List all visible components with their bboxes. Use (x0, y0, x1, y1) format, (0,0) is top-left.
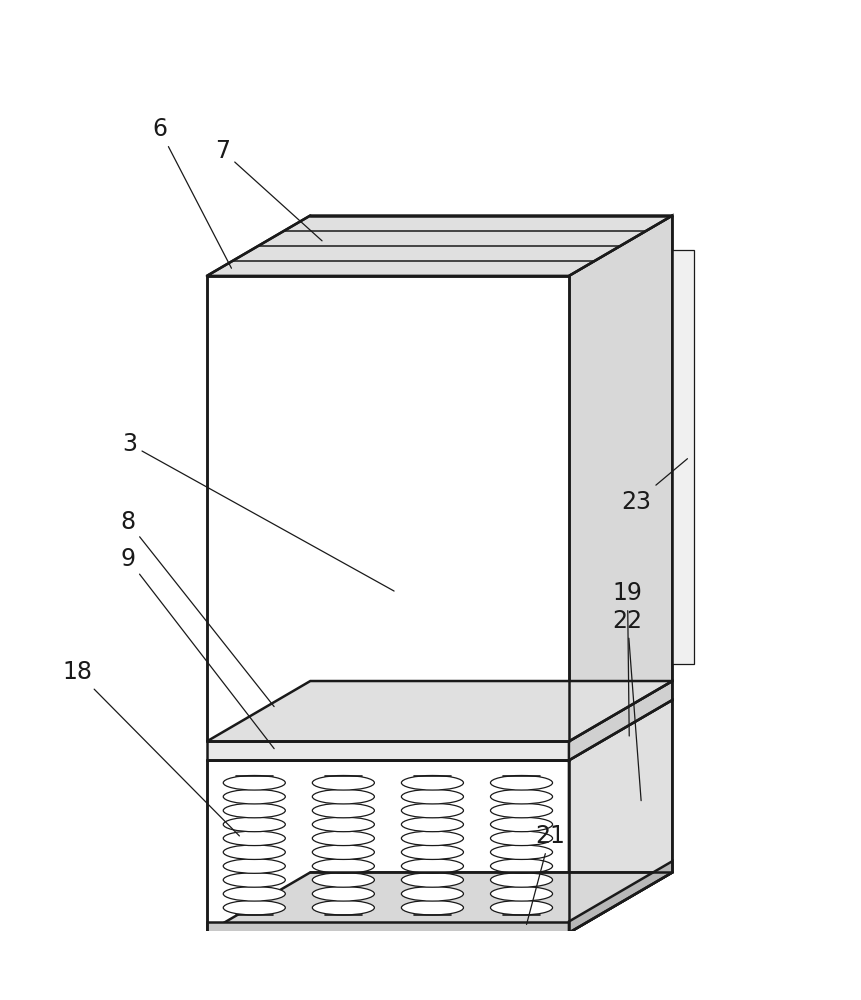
Ellipse shape (312, 859, 374, 873)
Ellipse shape (312, 789, 374, 804)
Ellipse shape (312, 873, 374, 887)
Ellipse shape (401, 859, 463, 873)
Ellipse shape (490, 775, 552, 790)
Polygon shape (672, 250, 693, 664)
Ellipse shape (312, 803, 374, 818)
Text: 20: 20 (0, 999, 1, 1000)
Ellipse shape (223, 775, 285, 790)
Text: 21: 21 (526, 824, 564, 924)
Text: 8: 8 (120, 510, 274, 707)
Polygon shape (207, 681, 672, 741)
Ellipse shape (312, 845, 374, 859)
Ellipse shape (401, 873, 463, 887)
Ellipse shape (490, 789, 552, 804)
Ellipse shape (223, 789, 285, 804)
Text: 23: 23 (621, 459, 687, 514)
Ellipse shape (490, 887, 552, 901)
Text: 19: 19 (612, 581, 641, 736)
Ellipse shape (223, 817, 285, 832)
Polygon shape (568, 216, 672, 741)
Polygon shape (568, 861, 672, 933)
Polygon shape (207, 216, 672, 276)
Ellipse shape (490, 803, 552, 818)
Text: 22: 22 (612, 609, 641, 801)
Text: 9: 9 (120, 547, 274, 749)
Text: 3: 3 (121, 432, 393, 591)
Ellipse shape (401, 775, 463, 790)
Ellipse shape (223, 900, 285, 915)
Ellipse shape (312, 831, 374, 846)
Ellipse shape (490, 845, 552, 859)
Polygon shape (207, 760, 568, 933)
Ellipse shape (312, 887, 374, 901)
Ellipse shape (401, 900, 463, 915)
Ellipse shape (223, 859, 285, 873)
Ellipse shape (312, 775, 374, 790)
Polygon shape (207, 741, 568, 760)
Polygon shape (207, 922, 568, 933)
Ellipse shape (490, 817, 552, 832)
Ellipse shape (490, 831, 552, 846)
Text: 7: 7 (214, 139, 322, 241)
Ellipse shape (401, 831, 463, 846)
Polygon shape (568, 700, 672, 933)
Ellipse shape (401, 817, 463, 832)
Ellipse shape (223, 887, 285, 901)
Ellipse shape (401, 803, 463, 818)
Ellipse shape (223, 803, 285, 818)
Ellipse shape (223, 873, 285, 887)
Ellipse shape (223, 845, 285, 859)
Polygon shape (207, 276, 568, 741)
Text: 6: 6 (152, 117, 232, 268)
Text: 18: 18 (63, 660, 239, 836)
Ellipse shape (401, 887, 463, 901)
Ellipse shape (312, 817, 374, 832)
Ellipse shape (312, 900, 374, 915)
Ellipse shape (401, 789, 463, 804)
Ellipse shape (490, 859, 552, 873)
Ellipse shape (490, 873, 552, 887)
Polygon shape (568, 681, 672, 760)
Ellipse shape (223, 831, 285, 846)
Polygon shape (207, 872, 672, 933)
Ellipse shape (490, 900, 552, 915)
Ellipse shape (401, 845, 463, 859)
